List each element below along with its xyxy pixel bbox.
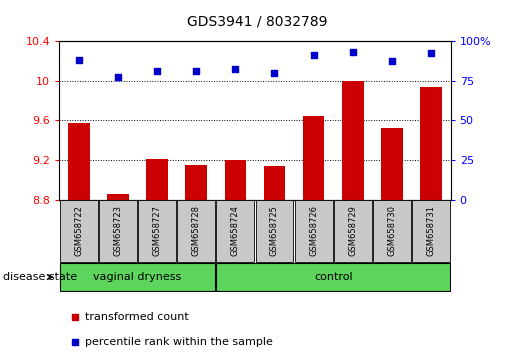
Bar: [264, 166, 285, 200]
Bar: [342, 81, 364, 200]
Bar: [225, 160, 246, 200]
Text: GSM658730: GSM658730: [387, 205, 397, 257]
Text: control: control: [314, 272, 352, 282]
Text: disease state: disease state: [3, 272, 77, 282]
Point: [75, 57, 83, 63]
Text: GSM658731: GSM658731: [426, 205, 436, 257]
Bar: [107, 194, 129, 200]
Point: [71, 314, 79, 320]
Text: GSM658726: GSM658726: [309, 205, 318, 257]
Bar: [60, 263, 215, 291]
Bar: [373, 200, 411, 262]
Text: percentile rank within the sample: percentile rank within the sample: [85, 337, 273, 347]
Point: [427, 51, 435, 56]
Point: [270, 70, 279, 75]
Text: GSM658729: GSM658729: [348, 206, 357, 256]
Text: GSM658723: GSM658723: [113, 205, 123, 257]
Text: GSM658722: GSM658722: [74, 206, 83, 256]
Bar: [138, 200, 176, 262]
Bar: [334, 200, 372, 262]
Text: GSM658728: GSM658728: [192, 205, 201, 257]
Text: GSM658725: GSM658725: [270, 206, 279, 256]
Bar: [185, 165, 207, 200]
Bar: [216, 200, 254, 262]
Bar: [412, 200, 450, 262]
Bar: [146, 159, 168, 200]
Bar: [255, 200, 294, 262]
Point: [153, 68, 161, 74]
Bar: [68, 123, 90, 200]
Point: [231, 67, 239, 72]
Point: [349, 49, 357, 55]
Text: GSM658724: GSM658724: [231, 206, 240, 256]
Text: vaginal dryness: vaginal dryness: [93, 272, 182, 282]
Bar: [303, 116, 324, 200]
Text: GSM658727: GSM658727: [152, 205, 162, 257]
Bar: [420, 86, 442, 200]
Bar: [381, 129, 403, 200]
Text: transformed count: transformed count: [85, 312, 188, 322]
Point: [388, 58, 396, 64]
Point: [114, 75, 122, 80]
Bar: [295, 200, 333, 262]
Bar: [99, 200, 137, 262]
Point: [310, 52, 318, 58]
Bar: [60, 200, 98, 262]
Text: GDS3941 / 8032789: GDS3941 / 8032789: [187, 14, 328, 28]
Point: [71, 339, 79, 344]
Bar: [177, 200, 215, 262]
Bar: [216, 263, 450, 291]
Point: [192, 68, 200, 74]
